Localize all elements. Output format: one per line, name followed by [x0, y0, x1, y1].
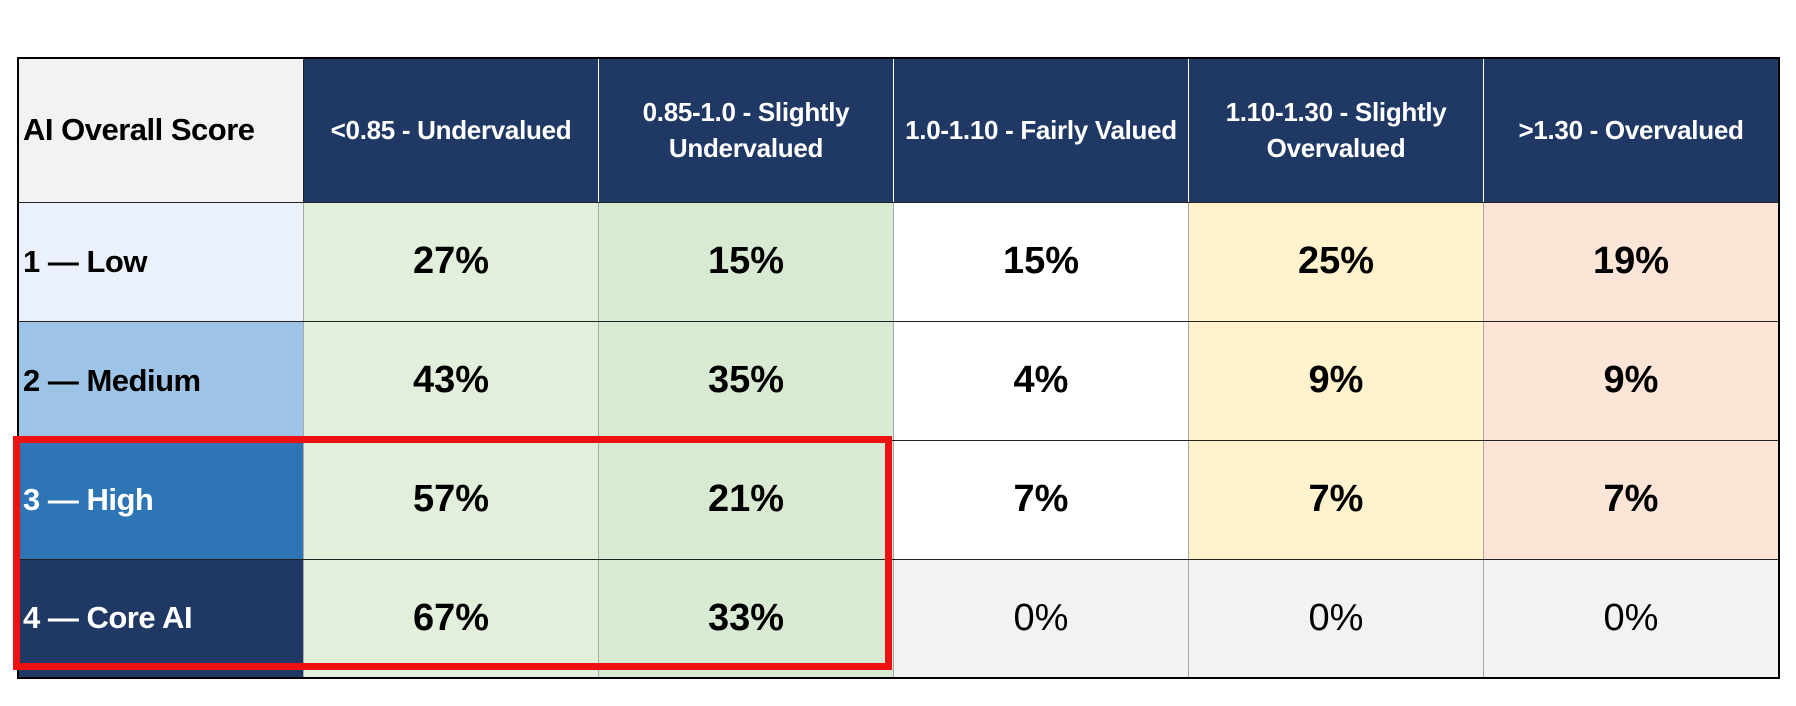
row-medium: 2 — Medium 43% 35% 4% 9% 9%: [18, 320, 1779, 441]
cell-medium-undervalued: 43%: [303, 320, 599, 441]
col-header-fairly-valued: 1.0-1.10 - Fairly Valued: [893, 58, 1189, 203]
cell-medium-slightly-overvalued: 9%: [1188, 320, 1484, 441]
row-label-high: 3 — High: [18, 439, 304, 560]
cell-high-overvalued: 7%: [1483, 439, 1779, 560]
cell-low-undervalued: 27%: [303, 201, 599, 322]
cell-medium-overvalued: 9%: [1483, 320, 1779, 441]
row-label-medium: 2 — Medium: [18, 320, 304, 441]
row-label-core-ai: 4 — Core AI: [18, 558, 304, 679]
col-header-slightly-overvalued: 1.10-1.30 - Slightly Overvalued: [1188, 58, 1484, 203]
cell-high-undervalued: 57%: [303, 439, 599, 560]
cell-core-ai-slightly-overvalued: 0%: [1188, 558, 1484, 679]
cell-core-ai-undervalued: 67%: [303, 558, 599, 679]
cell-medium-slightly-undervalued: 35%: [598, 320, 894, 441]
cell-high-slightly-overvalued: 7%: [1188, 439, 1484, 560]
col-header-overvalued: >1.30 - Overvalued: [1483, 58, 1779, 203]
cell-core-ai-fairly-valued: 0%: [893, 558, 1189, 679]
cell-medium-fairly-valued: 4%: [893, 320, 1189, 441]
row-low: 1 — Low 27% 15% 15% 25% 19%: [18, 201, 1779, 322]
row-core-ai: 4 — Core AI 67% 33% 0% 0% 0%: [18, 558, 1779, 679]
cell-low-overvalued: 19%: [1483, 201, 1779, 322]
cell-low-slightly-undervalued: 15%: [598, 201, 894, 322]
header-row: AI Overall Score <0.85 - Undervalued 0.8…: [18, 58, 1779, 203]
col-header-slightly-undervalued: 0.85-1.0 - Slightly Undervalued: [598, 58, 894, 203]
cell-core-ai-overvalued: 0%: [1483, 558, 1779, 679]
cell-low-slightly-overvalued: 25%: [1188, 201, 1484, 322]
cell-high-slightly-undervalued: 21%: [598, 439, 894, 560]
row-high: 3 — High 57% 21% 7% 7% 7%: [18, 439, 1779, 560]
col-header-undervalued: <0.85 - Undervalued: [303, 58, 599, 203]
cell-core-ai-slightly-undervalued: 33%: [598, 558, 894, 679]
cell-low-fairly-valued: 15%: [893, 201, 1189, 322]
row-label-low: 1 — Low: [18, 201, 304, 322]
valuation-score-table: AI Overall Score <0.85 - Undervalued 0.8…: [17, 57, 1780, 679]
corner-label: AI Overall Score: [18, 58, 304, 203]
cell-high-fairly-valued: 7%: [893, 439, 1189, 560]
